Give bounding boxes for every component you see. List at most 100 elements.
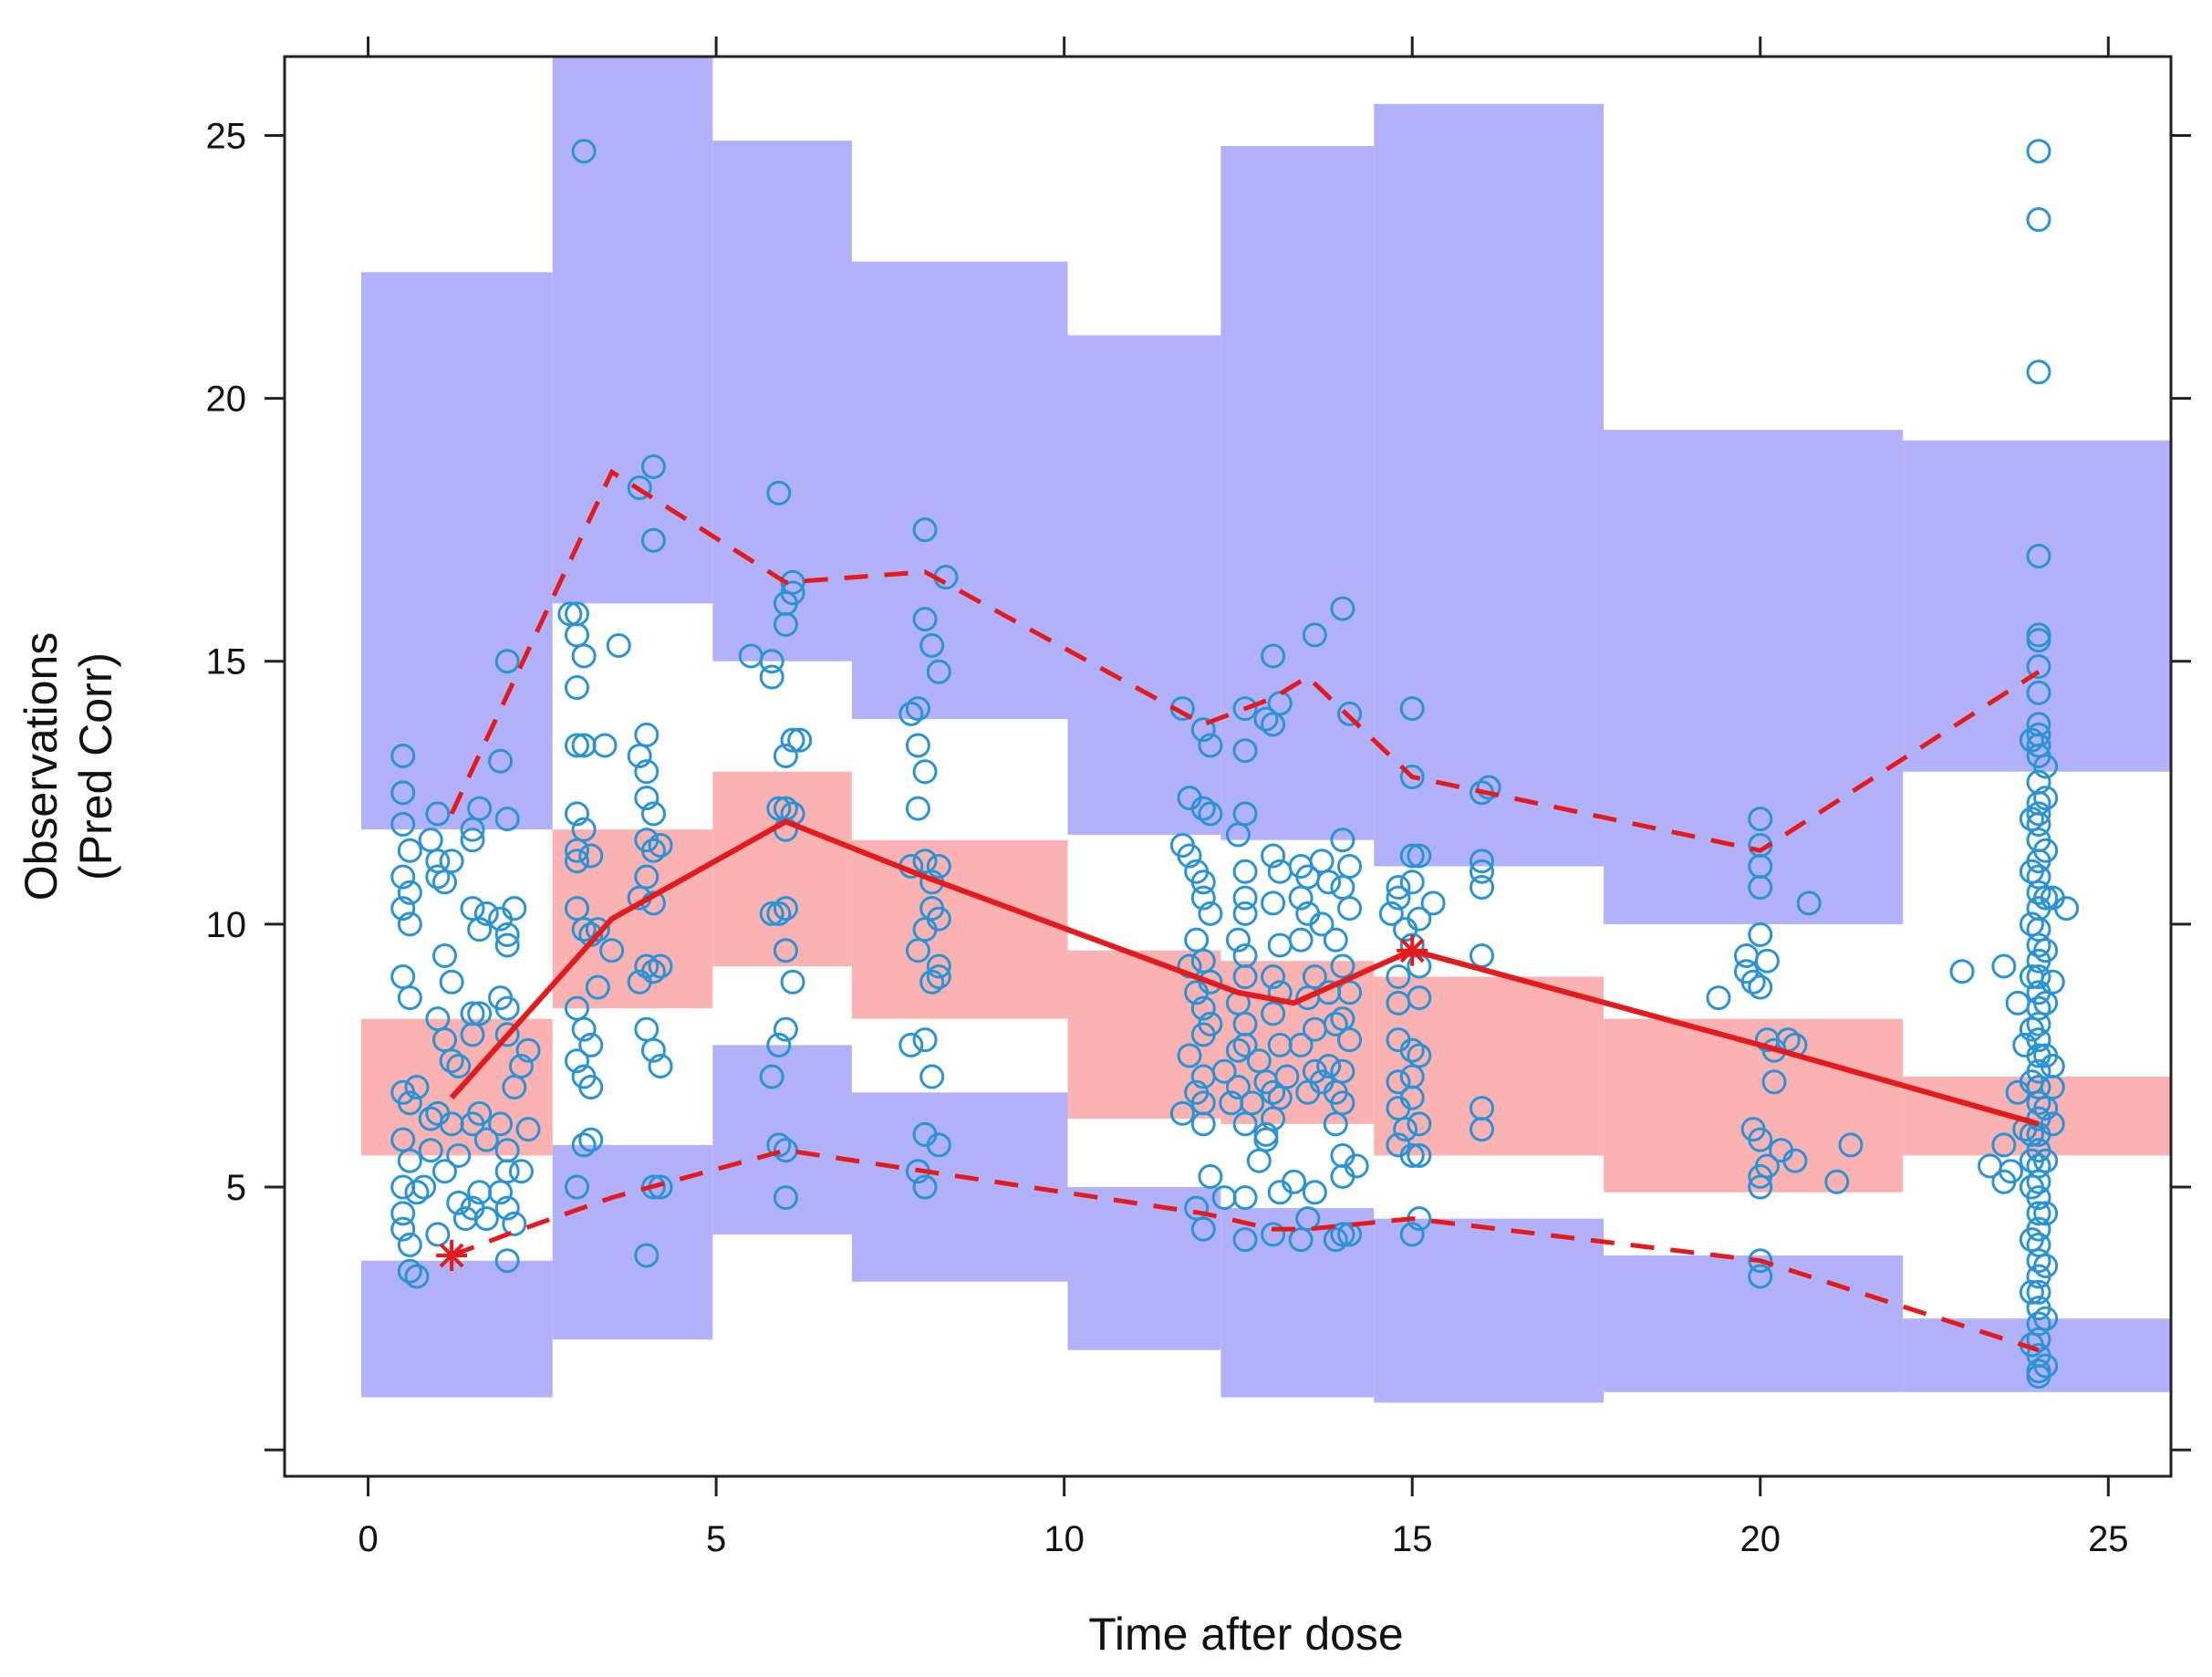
observation-point — [1991, 1132, 2017, 1158]
observation-point — [912, 1027, 938, 1053]
observation-point — [578, 1127, 604, 1152]
observation-point — [1184, 927, 1210, 953]
observed-percentile-lines — [436, 468, 2041, 1353]
observation-point — [759, 1064, 784, 1089]
observation-point — [1261, 712, 1286, 737]
observation-point — [1190, 1216, 1216, 1242]
lower-pi-band-7 — [1604, 1255, 1904, 1392]
observation-point — [606, 632, 631, 658]
observation-point — [494, 922, 520, 947]
observation-point — [1198, 801, 1223, 827]
observation-point — [1330, 1090, 1355, 1116]
observation-point — [446, 1053, 472, 1078]
upper-pi-band-3 — [851, 261, 1068, 720]
observation-point — [926, 953, 951, 979]
observation-point — [1796, 891, 1822, 916]
observation-point — [905, 733, 930, 758]
observation-point — [565, 838, 590, 863]
observation-point — [1232, 1227, 1258, 1253]
observation-point — [1225, 1037, 1251, 1063]
observed-median-line — [449, 818, 2040, 1127]
observation-point — [494, 1248, 520, 1274]
observation-point — [494, 932, 520, 958]
observation-point — [766, 1132, 792, 1158]
observation-point — [1177, 1043, 1202, 1068]
observation-point — [2033, 838, 2059, 863]
observation-point — [1261, 1079, 1286, 1105]
observation-point — [905, 796, 930, 821]
observation-point — [640, 454, 666, 480]
observation-point — [508, 1053, 534, 1078]
observation-point — [926, 1132, 951, 1158]
x-tick-label: 0 — [358, 1519, 378, 1559]
observation-point — [1337, 853, 1363, 879]
observation-point — [780, 580, 805, 606]
observation-point — [1323, 1227, 1348, 1253]
observation-point — [432, 870, 458, 895]
observation-point — [1225, 1075, 1251, 1100]
observation-point — [1824, 1169, 1850, 1194]
outlier-star-marker — [436, 1239, 468, 1271]
observation-point — [1748, 875, 1773, 901]
observation-point — [432, 943, 458, 968]
observation-point — [494, 995, 520, 1021]
observation-point — [1225, 822, 1251, 848]
observation-point — [640, 1037, 666, 1063]
observation-point — [2033, 754, 2059, 779]
observation-point — [1323, 927, 1348, 953]
observation-point — [502, 896, 527, 922]
observation-point — [773, 1185, 798, 1211]
observation-point — [1337, 896, 1363, 922]
observation-point — [2019, 727, 2044, 753]
observation-point — [1225, 927, 1251, 953]
observation-point — [565, 733, 590, 758]
observation-point — [1748, 922, 1773, 947]
observation-point — [404, 1264, 430, 1289]
axes: 0 5 10 15 20 25 5 10 15 20 25 — [206, 36, 2191, 1559]
observation-point — [565, 1174, 590, 1200]
observation-point — [1386, 885, 1411, 911]
observation-point — [2040, 969, 2065, 995]
observation-point — [759, 664, 784, 690]
observation-point — [460, 896, 485, 922]
observation-point — [439, 969, 464, 995]
observation-point — [460, 1022, 485, 1047]
observation-point — [1198, 901, 1223, 926]
observation-point — [1232, 885, 1258, 911]
lower-pi-band-0 — [360, 1260, 553, 1398]
observation-point — [397, 911, 422, 937]
observation-point — [926, 964, 951, 990]
observation-point — [390, 1216, 416, 1242]
observation-point — [2019, 1279, 2044, 1305]
observation-point — [2005, 990, 2030, 1016]
observation-point — [1399, 870, 1425, 895]
observation-point — [2026, 543, 2051, 568]
observation-point — [1469, 1117, 1495, 1142]
observation-point — [2019, 859, 2044, 884]
observation-point — [473, 901, 499, 926]
y-tick-label: 5 — [226, 1168, 246, 1208]
observation-point — [2026, 1279, 2051, 1305]
lower-pi-band-1 — [552, 1144, 713, 1340]
observation-point — [773, 611, 798, 637]
observation-point — [585, 974, 610, 1000]
observation-point — [905, 938, 930, 963]
observation-point — [1476, 775, 1501, 800]
observation-point — [446, 1142, 472, 1168]
outlier-star-marker — [1397, 934, 1428, 966]
observation-point — [1198, 1164, 1223, 1190]
observation-point — [1261, 643, 1286, 669]
observation-point — [571, 139, 597, 164]
observation-point — [926, 659, 951, 684]
observation-point — [1253, 1127, 1279, 1152]
observation-point — [1330, 828, 1355, 853]
observation-point — [1261, 1222, 1286, 1247]
observation-point — [397, 838, 422, 863]
observation-point — [1295, 1206, 1321, 1232]
y-tick-label: 10 — [206, 905, 247, 945]
upper-pi-band-1 — [552, 57, 713, 604]
observation-point — [565, 622, 590, 648]
y-tick-label: 15 — [206, 642, 247, 682]
observation-point — [1748, 974, 1773, 1000]
